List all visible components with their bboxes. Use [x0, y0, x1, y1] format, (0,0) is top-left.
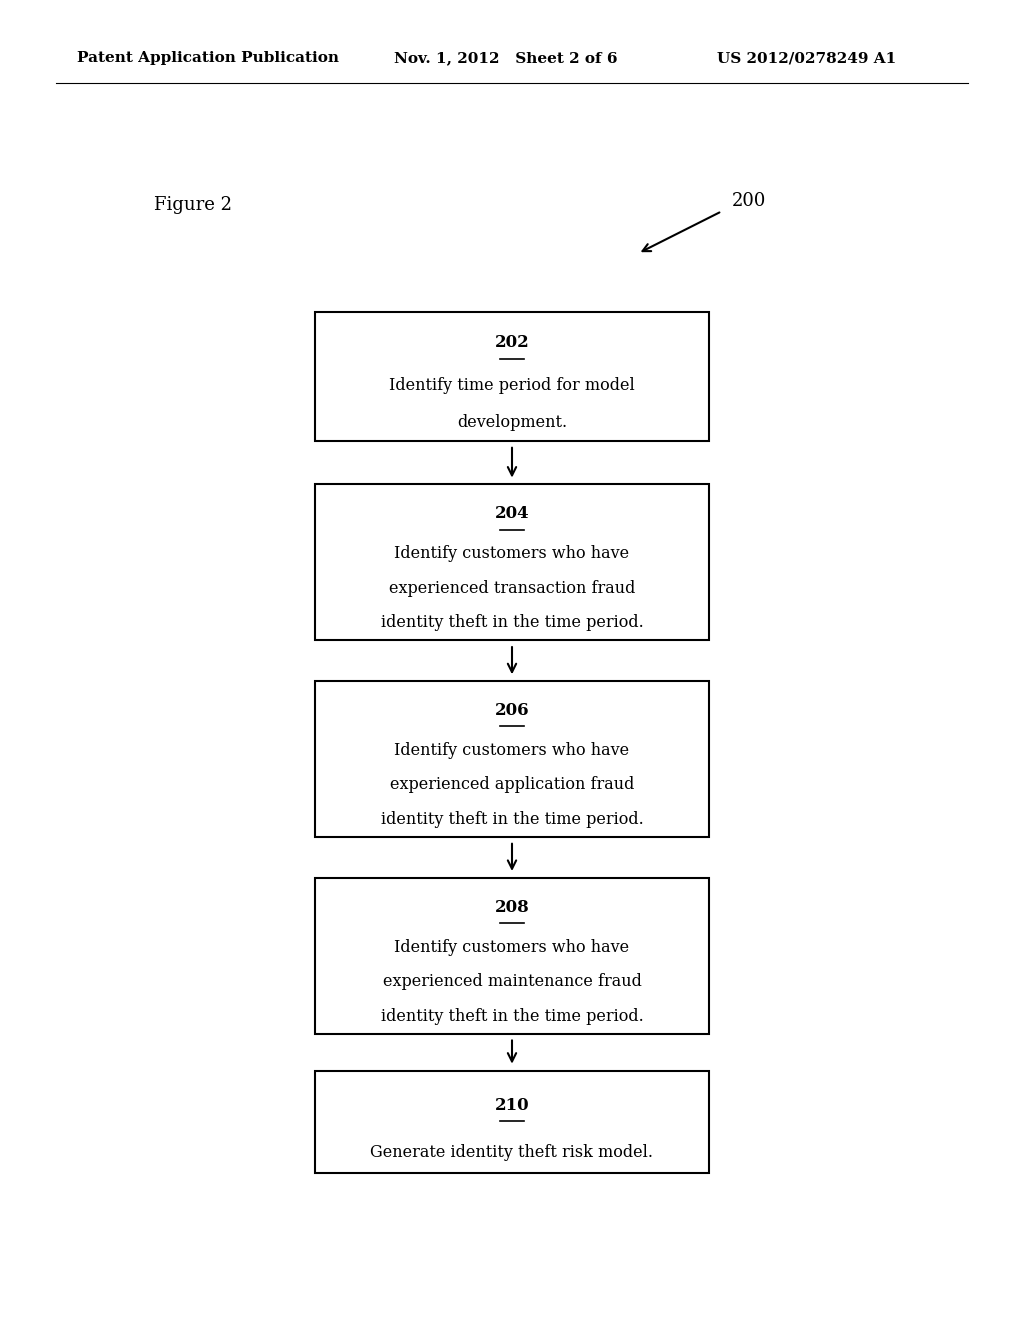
Text: 200: 200: [732, 191, 767, 210]
Bar: [315, 878, 709, 1034]
Text: 204: 204: [495, 506, 529, 523]
Text: Patent Application Publication: Patent Application Publication: [77, 51, 339, 65]
Bar: [315, 1071, 709, 1173]
Text: Identify customers who have: Identify customers who have: [394, 545, 630, 562]
Text: Identify time period for model: Identify time period for model: [389, 378, 635, 393]
Text: experienced transaction fraud: experienced transaction fraud: [389, 579, 635, 597]
Text: identity theft in the time period.: identity theft in the time period.: [381, 1007, 643, 1024]
Text: 208: 208: [495, 899, 529, 916]
Text: experienced application fraud: experienced application fraud: [390, 776, 634, 793]
Text: identity theft in the time period.: identity theft in the time period.: [381, 614, 643, 631]
Bar: [315, 312, 709, 441]
Text: development.: development.: [457, 414, 567, 430]
Text: US 2012/0278249 A1: US 2012/0278249 A1: [717, 51, 896, 65]
Text: 210: 210: [495, 1097, 529, 1114]
Bar: [315, 681, 709, 837]
Text: identity theft in the time period.: identity theft in the time period.: [381, 810, 643, 828]
Text: Identify customers who have: Identify customers who have: [394, 742, 630, 759]
Bar: [315, 484, 709, 640]
Text: experienced maintenance fraud: experienced maintenance fraud: [383, 973, 641, 990]
Text: Nov. 1, 2012   Sheet 2 of 6: Nov. 1, 2012 Sheet 2 of 6: [394, 51, 617, 65]
Text: 206: 206: [495, 702, 529, 719]
Text: Generate identity theft risk model.: Generate identity theft risk model.: [371, 1144, 653, 1162]
Text: Figure 2: Figure 2: [154, 195, 231, 214]
Text: Identify customers who have: Identify customers who have: [394, 939, 630, 956]
Text: 202: 202: [495, 334, 529, 351]
